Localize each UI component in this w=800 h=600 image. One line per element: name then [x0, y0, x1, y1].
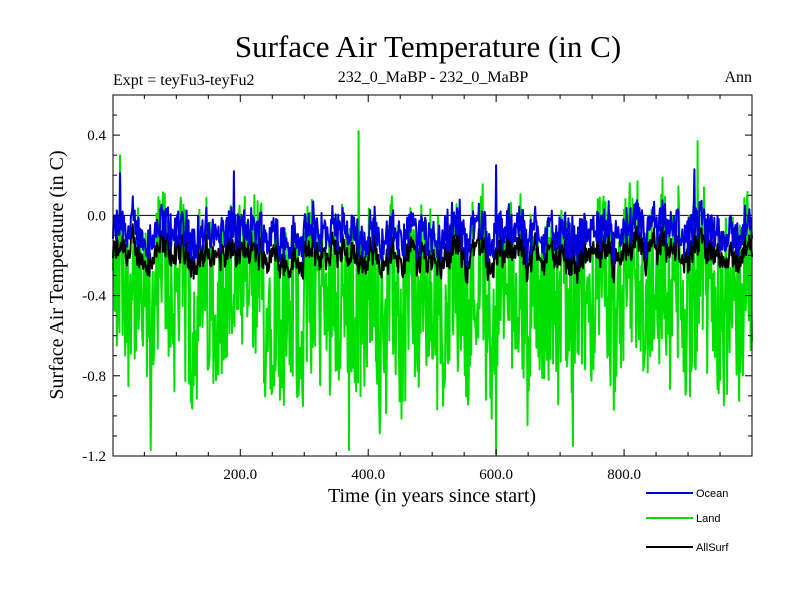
- x-axis-label: Time (in years since start): [328, 485, 536, 507]
- y-tick-label: 0.0: [87, 208, 106, 224]
- ticks-layer: 200.0 400.0 600.0 800.0 -1.2 -0.8 -0.4 0.0 0.4: [82, 95, 752, 483]
- series-layer: [112, 130, 753, 455]
- y-axis-label: Surface Air Temperature (in C): [46, 150, 68, 399]
- legend: Ocean Land AllSurf: [646, 488, 729, 554]
- series-line-ocean: [112, 164, 753, 268]
- x-tick-label: 200.0: [223, 467, 257, 483]
- subtitle-center: 232_0_MaBP - 232_0_MaBP: [338, 69, 529, 86]
- series-line-land: [112, 130, 753, 455]
- x-tick-label: 800.0: [607, 467, 641, 483]
- legend-label-ocean: Ocean: [696, 488, 728, 500]
- x-tick-label: 400.0: [351, 467, 385, 483]
- y-tick-label: -1.2: [82, 449, 106, 465]
- y-tick-label: -0.4: [82, 289, 106, 305]
- legend-label-allsurf: AllSurf: [696, 542, 729, 554]
- subtitle-left: Expt = teyFu3-teyFu2: [113, 72, 254, 89]
- y-tick-label: -0.8: [82, 369, 106, 385]
- x-tick-label: 600.0: [479, 467, 513, 483]
- chart-title: Surface Air Temperature (in C): [235, 29, 621, 64]
- legend-label-land: Land: [696, 513, 720, 525]
- y-tick-label: 0.4: [87, 128, 106, 144]
- series-line-allsurf: [112, 223, 753, 284]
- subtitle-right: Ann: [724, 69, 752, 86]
